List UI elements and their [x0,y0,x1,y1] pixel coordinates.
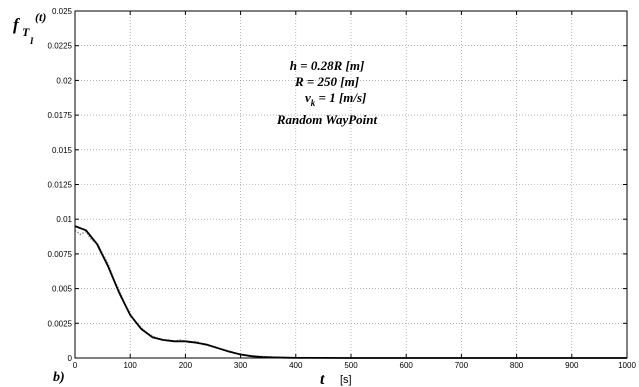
y-axis-label-sub2: I [29,36,34,46]
x-tick-label: 0 [73,361,78,370]
y-tick-label: 0.025 [52,7,73,16]
y-tick-label: 0.0025 [48,319,73,328]
y-tick-label: 0.01 [56,215,72,224]
annotation-model: Random WayPoint [276,112,378,127]
y-axis-label-sub1: T [22,25,30,39]
y-axis-label-arg: (t) [35,10,46,24]
x-axis-label-var: t [320,371,325,387]
x-tick-label: 100 [124,361,138,370]
y-tick-label: 0.0225 [48,42,73,51]
y-tick-label: 0.0075 [48,250,73,259]
y-tick-label: 0.005 [52,285,73,294]
x-tick-label: 200 [179,361,193,370]
x-tick-label: 1000 [618,361,636,370]
x-tick-label: 300 [234,361,248,370]
annotation-v-rest: = 1 [m/s] [315,90,366,105]
y-tick-label: 0.02 [56,76,72,85]
grid [75,11,627,358]
tick-layer: 0 100 200 300 400 500 600 700 800 900 1000 0 0.0025 0… [48,7,637,370]
y-axis-label-main: f [13,15,21,34]
y-tick-label: 0 [68,354,73,363]
annotation-R: R = 250 [m] [294,74,359,89]
y-tick-label: 0.015 [52,146,73,155]
x-tick-label: 800 [510,361,524,370]
y-tick-label: 0.0175 [48,111,73,120]
y-tick-label: 0.0125 [48,181,73,190]
x-tick-label: 500 [344,361,358,370]
x-tick-label: 700 [455,361,469,370]
x-tick-label: 400 [289,361,303,370]
x-axis-label-unit: [s] [340,374,352,386]
annotation-v-main: v [305,90,311,105]
x-tick-label: 600 [400,361,414,370]
x-tick-label: 900 [565,361,579,370]
annotation-h: h = 0.28R [m] [290,58,365,73]
annotation-v-sub: k [311,98,316,108]
panel-label: b) [53,370,65,385]
annotation-v: vk = 1 [m/s] [305,90,366,108]
